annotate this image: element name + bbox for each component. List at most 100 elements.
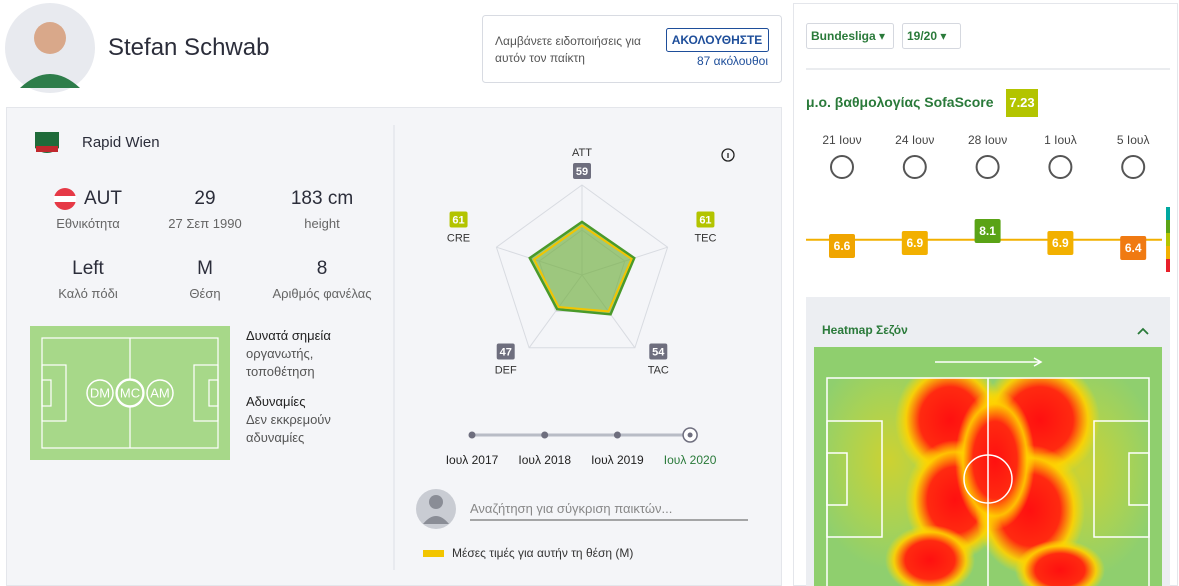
rating-scale — [1166, 207, 1170, 272]
position-dot — [86, 379, 114, 407]
strengths: Δυνατά σημεία οργανωτής, τοποθέτηση — [246, 327, 341, 381]
info-label: Εθνικότητα — [56, 216, 120, 231]
info-value: 29 — [194, 188, 216, 209]
info-value: 183 cm — [290, 188, 354, 209]
timeline-dot — [468, 431, 476, 439]
radar-axis-label: TEC — [694, 232, 716, 244]
weaknesses: Αδυναμίες Δεν εκκρεμούν αδυναμίες — [246, 393, 346, 447]
radar-value-box — [649, 343, 668, 360]
season-select[interactable] — [902, 23, 961, 49]
timeline-dot — [541, 431, 549, 439]
info-value: Left — [72, 258, 104, 279]
radar-ring — [495, 184, 669, 349]
position-dot — [116, 379, 144, 407]
opponent-logo — [830, 155, 854, 179]
strengths-text: οργανωτής, τοποθέτηση — [246, 346, 315, 379]
rating-badge — [1006, 89, 1038, 117]
opponent-logo — [1048, 155, 1073, 179]
opponent-logo — [1121, 155, 1146, 179]
radar-value: 61 — [452, 214, 464, 226]
radar-value-box — [573, 163, 591, 179]
match-date: 21 Ιουν — [822, 133, 861, 147]
timeline-dot — [613, 431, 621, 439]
radar-average — [532, 224, 633, 313]
info-label: Θέση — [189, 286, 221, 301]
info-label: 27 Σεπ 1990 — [168, 216, 242, 231]
legend-label: Μέσες τιμές για αυτήν τη θέση (M) — [452, 546, 634, 560]
legend-swatch — [423, 550, 444, 557]
rating-box — [1047, 231, 1074, 255]
info-value: M — [197, 258, 213, 279]
radar-value: 54 — [652, 346, 665, 358]
season[interactable]: 19/20 — [907, 29, 938, 43]
flag-stripe — [54, 196, 76, 202]
radar-axis-label: ATT — [572, 147, 592, 159]
followers: 87 ακόλουθοι — [697, 54, 768, 68]
position-label: AM — [150, 385, 170, 400]
timeline-label: Ιουλ 2018 — [518, 453, 571, 467]
follow-text: Λαμβάνετε ειδοποιήσεις για αυτόν τον παί… — [495, 34, 641, 65]
timeline-dot — [687, 432, 693, 438]
radar-axis-label: DEF — [495, 364, 517, 376]
strengths-title: Δυνατά σημεία — [246, 328, 331, 343]
avatar-face — [34, 22, 66, 54]
rating-value: 6.9 — [1052, 236, 1069, 250]
timeline-label: Ιουλ 2019 — [591, 453, 644, 467]
radar-axis-label: CRE — [447, 232, 470, 244]
match-date: 1 Ιουλ — [1044, 133, 1077, 147]
team-crest-band — [36, 146, 58, 152]
radar-value: 59 — [576, 166, 588, 178]
league[interactable]: Bundesliga — [811, 29, 876, 43]
info-label: height — [304, 216, 340, 231]
collapse-icon[interactable] — [1137, 327, 1149, 335]
radar-value-box — [496, 343, 515, 360]
info-label: Καλό πόδι — [58, 286, 118, 301]
match-date: 28 Ιουν — [968, 133, 1007, 147]
direction-arrow-head — [1033, 357, 1043, 367]
team-name: Rapid Wien — [82, 134, 160, 151]
info-value: 8 — [316, 258, 328, 279]
rating-box — [829, 234, 855, 258]
league-label[interactable]: Bundesliga ▾ — [811, 29, 886, 43]
timeline-label: Ιουλ 2020 — [664, 453, 717, 467]
follow-button[interactable] — [666, 28, 769, 52]
position-label: MC — [120, 385, 140, 400]
heatmap-title: Heatmap Σεζόν — [822, 323, 908, 337]
radar-value-box — [449, 211, 468, 228]
avatar-shirt — [20, 74, 80, 88]
rating-box — [974, 219, 1001, 243]
weaknesses-title: Αδυναμίες — [246, 394, 306, 409]
timeline-label: Ιουλ 2017 — [446, 453, 499, 467]
position-label: DM — [90, 385, 110, 400]
search-avatar-body — [423, 516, 449, 524]
rating-value: 6.6 — [834, 239, 851, 253]
match-date: 24 Ιουν — [895, 133, 934, 147]
opponent-logo — [975, 155, 1000, 179]
rating-average: 7.23 — [1009, 95, 1035, 110]
rating-title: μ.ο. βαθμολογίας SofaScore — [806, 94, 994, 110]
radar-axis-label: TAC — [648, 364, 669, 376]
info-label: Αριθμός φανέλας — [272, 286, 372, 301]
season-label[interactable]: 19/20 ▾ — [907, 29, 947, 43]
rating-box — [901, 231, 928, 255]
position-dot — [146, 379, 174, 407]
search-input[interactable]: Αναζήτηση για σύγκριση παικτών... — [470, 501, 673, 516]
radar-value: 47 — [500, 346, 512, 358]
rating-value: 6.9 — [906, 236, 923, 250]
league-select[interactable] — [806, 23, 894, 49]
match-date: 5 Ιουλ — [1117, 133, 1150, 147]
rating-box — [1120, 236, 1147, 260]
follow-button-label[interactable]: ΑΚΟΛΟΥΘΗΣΤΕ — [671, 33, 763, 47]
info-icon[interactable] — [721, 148, 735, 162]
player-name: Stefan Schwab — [108, 34, 270, 61]
weaknesses-text: Δεν εκκρεμούν αδυναμίες — [246, 412, 331, 445]
radar-value-box — [696, 211, 715, 228]
rating-value: 8.1 — [979, 224, 996, 238]
info-value: AUT — [84, 188, 122, 209]
heatmap-density — [827, 378, 1149, 586]
rating-value: 6.4 — [1125, 241, 1142, 255]
radar-value: 61 — [699, 214, 711, 226]
opponent-logo — [902, 155, 927, 179]
